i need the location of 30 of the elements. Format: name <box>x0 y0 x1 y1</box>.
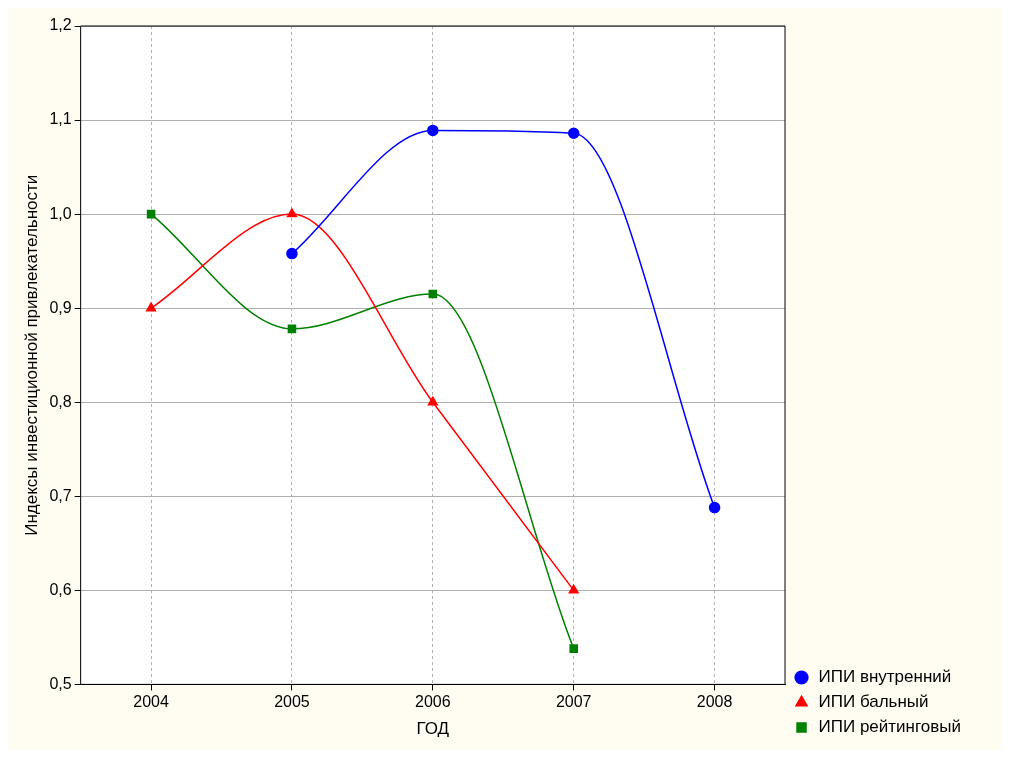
x-tick-label: 2004 <box>133 693 169 711</box>
x-tick-label: 2006 <box>415 693 451 711</box>
point <box>567 127 580 139</box>
point <box>708 501 721 514</box>
x-tick-label: 2005 <box>274 693 310 711</box>
y-tick-label: 0,7 <box>49 486 72 504</box>
x-tick-label: 2007 <box>555 693 592 711</box>
point <box>287 324 297 334</box>
point <box>427 396 438 406</box>
legend-label: ИПИ бальный <box>818 692 929 712</box>
point <box>427 124 439 137</box>
y-tick-label: 0,5 <box>49 674 72 692</box>
x-axis-title: ГОД <box>416 719 450 739</box>
legend-label: ИПИ рейтинговый <box>818 717 961 737</box>
y-tick-label: 0,9 <box>49 298 72 316</box>
point <box>146 302 157 312</box>
point <box>568 584 579 594</box>
y-tick-label: 1,2 <box>49 16 72 34</box>
y-tick-label: 1,0 <box>49 204 72 222</box>
legend-label: ИПИ внутренний <box>818 667 952 687</box>
x-tick-label: 2008 <box>696 693 733 711</box>
point <box>286 208 298 218</box>
point <box>569 644 578 653</box>
y-tick-label: 0,8 <box>49 392 72 410</box>
y-tick-label: 0,6 <box>49 580 72 598</box>
y-axis-title: Индексы инвестиционной привлекательности <box>21 174 41 536</box>
y-tick-label: 1,1 <box>49 110 72 128</box>
point <box>428 289 438 299</box>
point <box>146 209 156 219</box>
point <box>286 247 298 260</box>
